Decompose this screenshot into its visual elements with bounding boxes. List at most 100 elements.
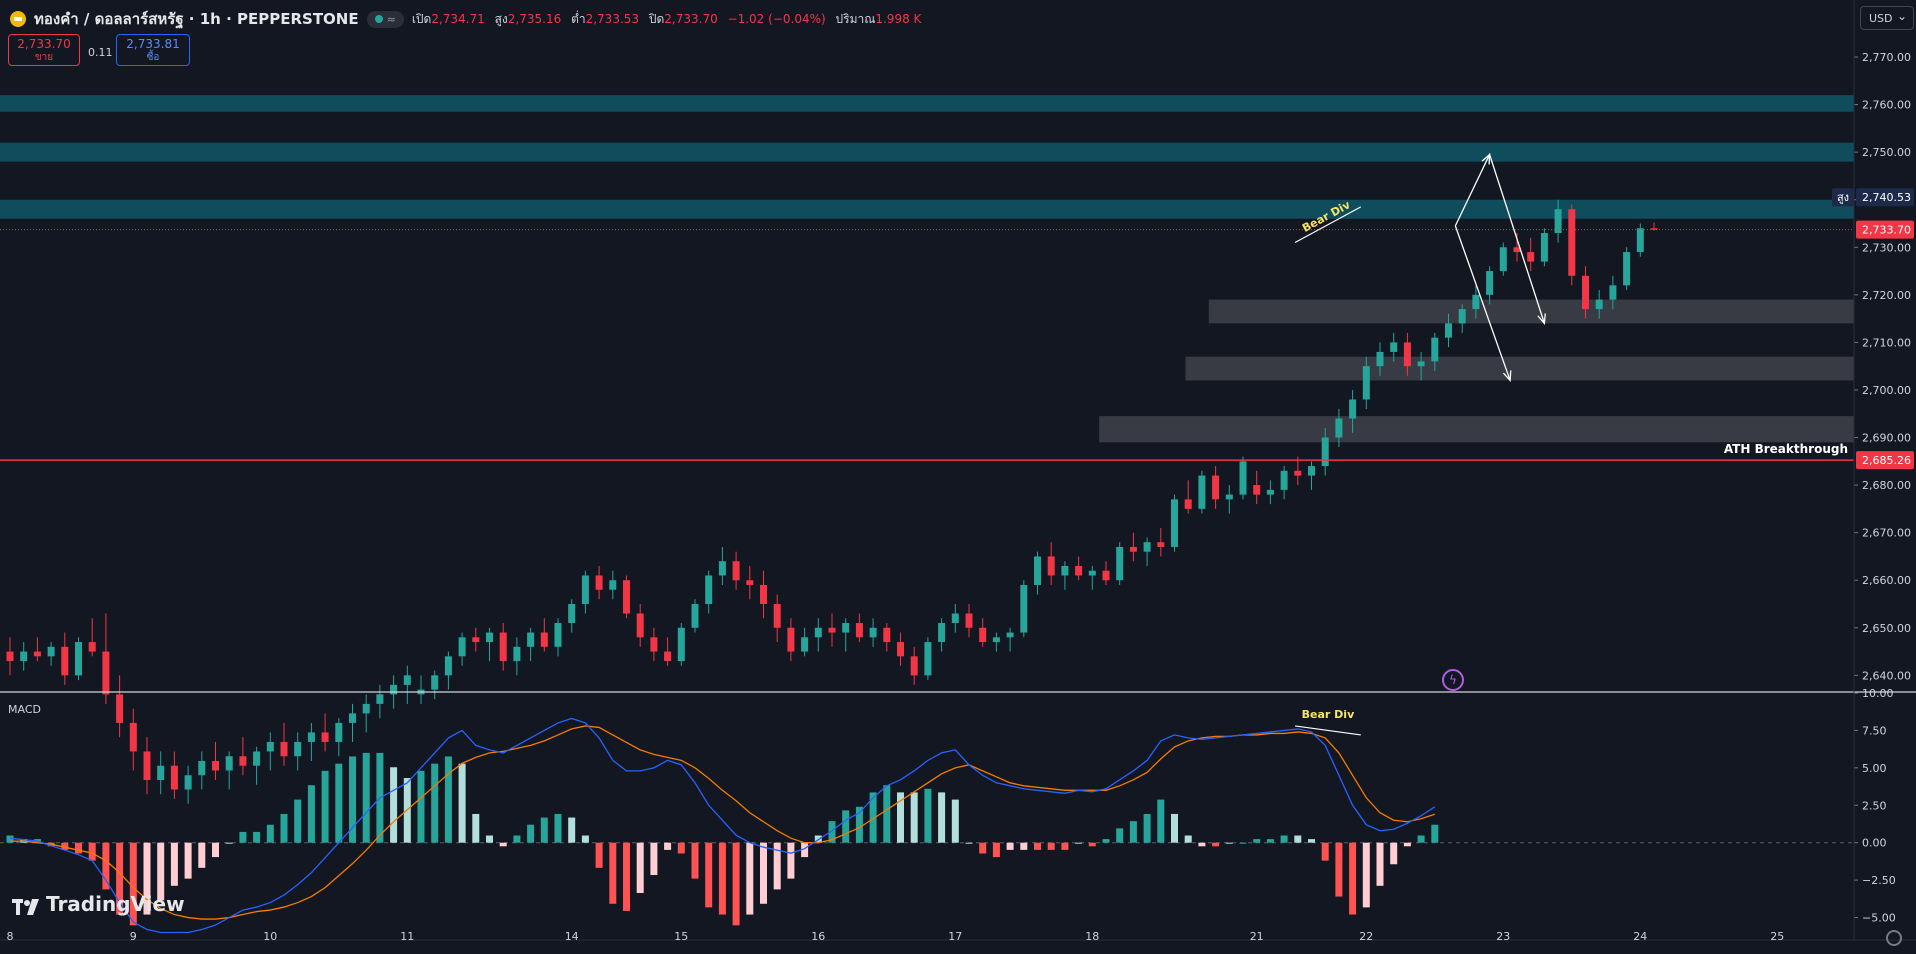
macd-histogram-bar [595, 842, 603, 868]
candle-body [1458, 309, 1466, 324]
candle-body [335, 722, 343, 742]
macd-histogram-bar [527, 824, 535, 843]
macd-histogram-bar [1198, 842, 1206, 847]
open-label: เปิด [411, 11, 432, 26]
currency-select[interactable]: USD [1860, 4, 1914, 30]
alert-bolt-icon[interactable]: ϟ [1442, 669, 1464, 691]
candle-body [540, 632, 548, 647]
time-axis-label: 23 [1496, 930, 1510, 943]
price-axis-label: 2,760.00 [1862, 99, 1911, 112]
candle-body [1403, 342, 1411, 367]
candle-body [924, 642, 932, 676]
market-status-badge[interactable]: ≈ [366, 10, 404, 28]
candle-body [88, 642, 96, 652]
volume-label: ปริมาณ [835, 11, 876, 26]
price-axis-label: 2,720.00 [1862, 289, 1911, 302]
candle-body [760, 584, 767, 605]
candle-body [513, 646, 521, 662]
price-axis-label: 2,710.00 [1862, 336, 1911, 349]
candle-body [623, 580, 630, 614]
macd-histogram-bar [869, 792, 877, 843]
candle-body [883, 627, 891, 643]
candle-body [527, 632, 535, 647]
time-axis-label: 8 [7, 930, 14, 943]
close-value: 2,733.70 [664, 11, 718, 26]
candle-body [1020, 584, 1028, 633]
time-axis-label: 22 [1359, 930, 1373, 943]
candle-body [1513, 247, 1521, 253]
candle-body [1582, 275, 1589, 310]
candle-body [773, 604, 781, 628]
macd-histogram-bar [1129, 821, 1137, 843]
candle-body [1623, 252, 1631, 286]
candle-body [1650, 228, 1658, 230]
macd-histogram-bar [1280, 835, 1288, 843]
candle-body [801, 637, 809, 652]
macd-bear-div-line [1294, 725, 1361, 736]
supply-zone [0, 95, 1854, 112]
macd-histogram-bar [992, 842, 1000, 858]
settings-gear-icon[interactable] [1886, 930, 1902, 946]
candle-body [705, 575, 713, 605]
macd-histogram-bar [1075, 842, 1083, 844]
candle-body [609, 580, 617, 590]
tradingview-logo: TradingView [12, 892, 185, 916]
candle-body [1116, 546, 1124, 581]
chart-header: ทองคำ / ดอลลาร์สหรัฐ · 1h · PEPPERSTONE … [0, 0, 1840, 38]
macd-histogram-bar [581, 835, 589, 843]
macd-histogram-bar [390, 767, 398, 843]
symbol-title[interactable]: ทองคำ / ดอลลาร์สหรัฐ · 1h · PEPPERSTONE [34, 10, 359, 28]
candle-body [444, 656, 452, 676]
time-axis-label: 21 [1250, 930, 1264, 943]
price-axis-label: 2,650.00 [1862, 622, 1911, 635]
price-axis-label: 2,730.00 [1862, 241, 1911, 254]
macd-histogram-bar [335, 763, 343, 843]
candle-body [1006, 632, 1014, 638]
macd-histogram-bar [1239, 842, 1247, 844]
demand-zone [1208, 299, 1854, 324]
sell-button[interactable]: 2,733.70 ขาย [8, 34, 80, 66]
macd-histogram-bar [842, 810, 850, 843]
candle-body [1445, 323, 1452, 338]
candle-body [595, 575, 603, 590]
macd-histogram-bar [102, 842, 110, 890]
candle-body [1335, 418, 1343, 438]
time-axis-label: 10 [263, 930, 277, 943]
macd-histogram-bar [787, 842, 795, 879]
candle-body [1075, 565, 1083, 576]
buy-button[interactable]: 2,733.81 ซื้อ [116, 34, 190, 66]
line-price-tag [1856, 451, 1914, 470]
candle-body [486, 632, 493, 643]
macd-histogram-bar [760, 842, 767, 904]
macd-histogram-bar [212, 842, 219, 858]
macd-histogram-bar [75, 842, 82, 854]
candle-body [20, 651, 28, 662]
candle-body [116, 694, 124, 723]
macd-histogram-bar [307, 785, 315, 843]
candle-body [855, 623, 863, 638]
low-value: 2,733.53 [585, 11, 640, 26]
macd-histogram-bar [253, 831, 261, 843]
macd-histogram-bar [1047, 842, 1055, 850]
candle-body [1157, 542, 1165, 547]
candle-body [1349, 399, 1357, 419]
candle-body [239, 756, 247, 766]
candle-body [1266, 489, 1274, 495]
spread-value: 0.11 [88, 46, 113, 59]
candle-body [677, 627, 685, 662]
candle-body [1294, 470, 1302, 476]
macd-histogram-bar [1253, 839, 1261, 843]
candle-body [979, 627, 987, 643]
last-price-label: 2,733.70 [1862, 224, 1911, 237]
price-axis-label: 2,690.00 [1862, 432, 1911, 445]
macd-histogram-bar [486, 835, 493, 843]
candle-body [814, 627, 822, 638]
candle-body [1431, 337, 1439, 362]
candle-body [1499, 247, 1507, 272]
price-axis-label: 2,770.00 [1862, 51, 1911, 64]
market-open-dot-icon [374, 15, 383, 23]
macd-histogram-bar [198, 842, 206, 868]
high-value: 2,735.16 [507, 11, 562, 26]
macd-histogram-bar [732, 842, 740, 926]
